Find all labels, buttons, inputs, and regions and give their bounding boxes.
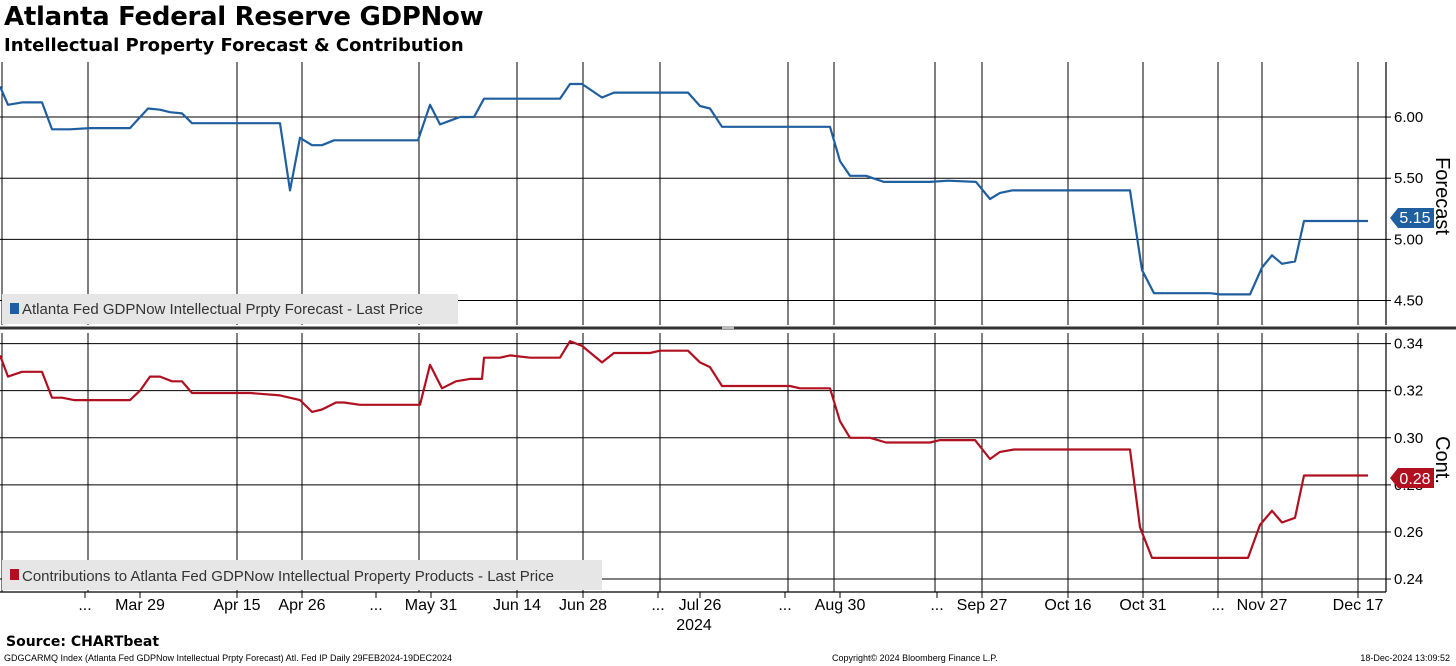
y-tick-label: 0.32 — [1394, 383, 1423, 400]
x-tick-label: Jun 14 — [493, 597, 541, 614]
x-tick-label: Apr 26 — [278, 597, 325, 614]
x-tick-label: Oct 16 — [1044, 597, 1091, 614]
x-tick-label: Nov 27 — [1237, 597, 1288, 614]
x-tick-label: Aug 30 — [815, 597, 866, 614]
legend-contribution: Contributions to Atlanta Fed GDPNow Inte… — [2, 560, 602, 590]
legend-forecast-label: Atlanta Fed GDPNow Intellectual Prpty Fo… — [22, 301, 423, 318]
x-axis-year-label: 2024 — [676, 617, 712, 634]
legend-forecast: Atlanta Fed GDPNow Intellectual Prpty Fo… — [2, 294, 458, 324]
chart-subtitle: Intellectual Property Forecast & Contrib… — [4, 35, 464, 56]
grid-layer — [0, 62, 1386, 592]
legend-contribution-label: Contributions to Atlanta Fed GDPNow Inte… — [22, 568, 554, 585]
x-tick-label: ... — [651, 597, 664, 614]
x-tick-label: Jun 28 — [559, 597, 607, 614]
x-tick-label: Dec 17 — [1333, 597, 1384, 614]
y-tick-label: 6.00 — [1394, 109, 1423, 126]
y-axis-label-contribution: Cont. — [1431, 436, 1453, 484]
series-line-forecast — [0, 82, 1368, 296]
last-value-tag-contribution: 0.28 — [1390, 468, 1434, 488]
y-tick-label: 0.34 — [1394, 336, 1423, 353]
last-value-contribution: 0.28 — [1399, 471, 1430, 488]
legend-forecast-swatch — [10, 303, 19, 314]
x-tick-label: ... — [1211, 597, 1224, 614]
x-tick-label: Sep 27 — [957, 597, 1008, 614]
footer-timestamp: 18-Dec-2024 13:09:52 — [1360, 653, 1450, 663]
x-tick-label: May 31 — [405, 597, 458, 614]
x-tick-label: Mar 29 — [115, 597, 165, 614]
y-axis-label-forecast: Forecast — [1431, 157, 1453, 235]
x-tick-label: Jul 26 — [679, 597, 722, 614]
y-tick-label: 5.50 — [1394, 170, 1423, 187]
series-line-contribution — [0, 340, 1368, 559]
x-tick-label: Oct 31 — [1119, 597, 1166, 614]
footer-left: GDGCARMQ Index (Atlanta Fed GDPNow Intel… — [4, 653, 453, 663]
x-tick-label: Apr 15 — [213, 597, 260, 614]
panel-resize-handle — [722, 326, 734, 329]
legend-contribution-swatch — [10, 569, 19, 580]
last-value-tag-forecast: 5.15 — [1390, 208, 1434, 228]
y-tick-label: 0.30 — [1394, 430, 1423, 447]
x-tick-label: ... — [930, 597, 943, 614]
y-tick-label: 5.00 — [1394, 231, 1423, 248]
footer-copyright: Copyright© 2024 Bloomberg Finance L.P. — [832, 653, 998, 663]
axes-layer: 6.00 5.50 5.00 4.50 0.34 0.32 0.30 0.28 0.26 0.24… — [0, 62, 1456, 614]
y-tick-label: 4.50 — [1394, 293, 1423, 310]
last-value-forecast: 5.15 — [1399, 210, 1430, 227]
lines-layer — [0, 82, 1368, 559]
chart-title: Atlanta Federal Reserve GDPNow — [4, 2, 484, 32]
x-tick-label: ... — [78, 597, 91, 614]
y-tick-label: 0.24 — [1394, 571, 1423, 588]
x-tick-label: ... — [369, 597, 382, 614]
source-note: Source: CHARTbeat — [6, 634, 160, 650]
y-tick-label: 0.26 — [1394, 524, 1423, 541]
x-tick-label: ... — [778, 597, 791, 614]
